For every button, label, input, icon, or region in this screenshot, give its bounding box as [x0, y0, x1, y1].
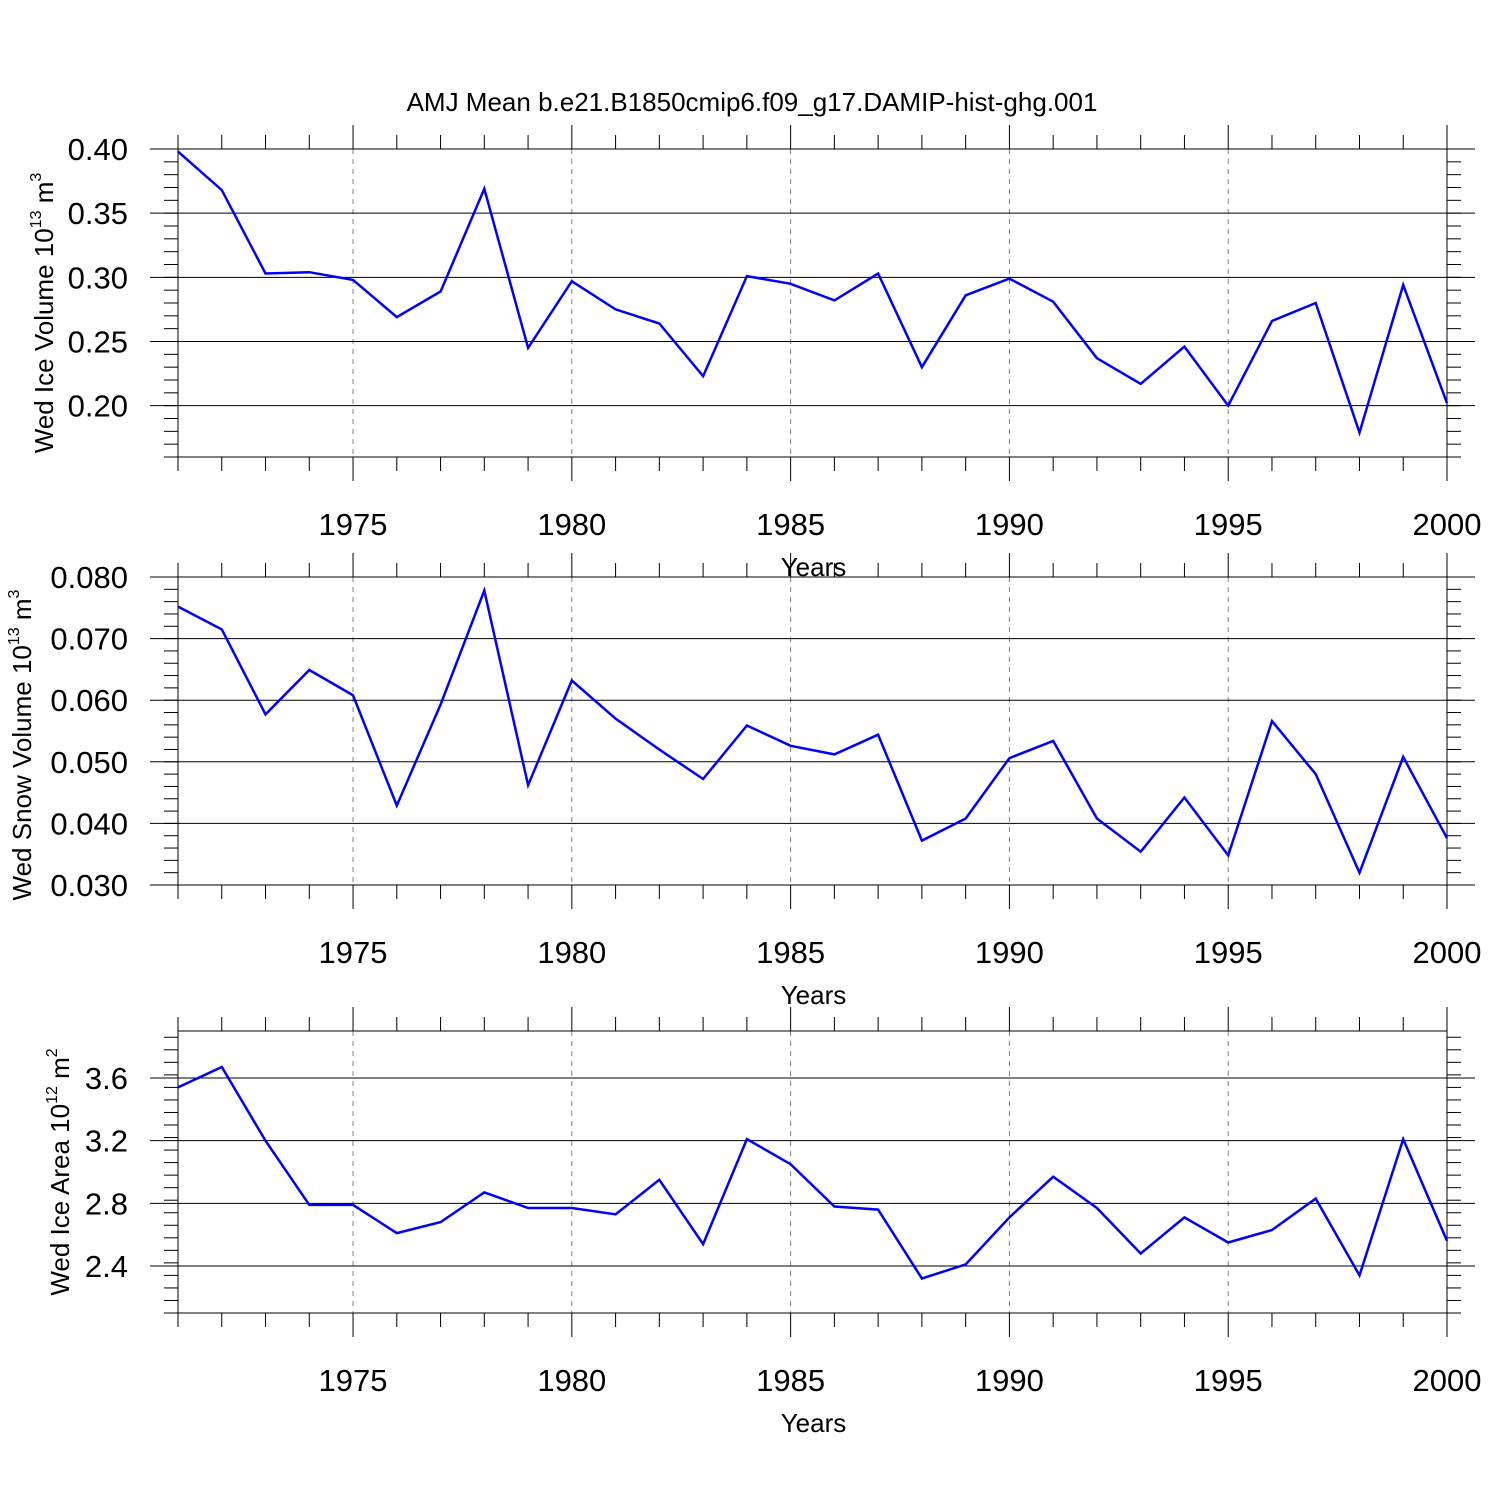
y-tick-label: 0.040	[50, 806, 128, 841]
y-axis-title: Wed Ice Area 1012 m2	[44, 1048, 75, 1295]
y-axis-title: Wed Snow Volume 1013 m3	[6, 589, 37, 900]
y-tick-label: 0.40	[68, 132, 128, 167]
y-axis-title: Wed Ice Volume 1013 m3	[28, 173, 59, 454]
x-tick-label: 1975	[319, 1363, 388, 1398]
y-tick-label: 0.060	[50, 683, 128, 718]
y-tick-label: 0.35	[68, 196, 128, 231]
y-tick-label: 3.2	[85, 1124, 128, 1159]
x-tick-label: 1985	[756, 1363, 825, 1398]
y-tick-label: 2.4	[85, 1249, 128, 1284]
y-tick-label: 0.25	[68, 325, 128, 360]
x-tick-label: 1990	[975, 507, 1044, 542]
y-tick-label: 0.050	[50, 745, 128, 780]
x-tick-label: 1990	[975, 935, 1044, 970]
series-line	[177, 150, 1449, 437]
x-tick-label: 2000	[1413, 1363, 1482, 1398]
x-tick-label: 1995	[1194, 935, 1263, 970]
x-tick-label: 1995	[1194, 1363, 1263, 1398]
x-tick-label: 1975	[319, 935, 388, 970]
x-tick-label: 1990	[975, 1363, 1044, 1398]
x-tick-label: 2000	[1413, 507, 1482, 542]
x-tick-label: 1980	[537, 507, 606, 542]
x-tick-label: 1980	[537, 1363, 606, 1398]
y-tick-label: 0.080	[50, 560, 128, 595]
x-tick-label: 1995	[1194, 507, 1263, 542]
plot-frame	[177, 148, 1448, 458]
series-line	[177, 1065, 1449, 1280]
x-tick-label: 1980	[537, 935, 606, 970]
y-tick-label: 0.20	[68, 389, 128, 424]
x-tick-label: 1975	[319, 507, 388, 542]
panel-3: 2.4 2.8 3.2 3.6 1975 1980 1985 1990 1995 2000 Year…	[44, 1007, 1481, 1438]
chart-title: AMJ Mean b.e21.B1850cmip6.f09_g17.DAMIP-…	[407, 87, 1098, 117]
y-tick-label: 2.8	[85, 1186, 128, 1221]
x-axis-title: Years	[781, 980, 847, 1010]
panel-2: 0.030 0.040 0.050 0.060 0.070 0.080 1975 1980 19…	[6, 553, 1481, 1010]
x-axis-title: Years	[781, 1408, 847, 1438]
y-tick-label: 0.030	[50, 868, 128, 903]
x-tick-label: 1985	[756, 935, 825, 970]
y-tick-label: 0.30	[68, 260, 128, 295]
y-tick-label: 0.070	[50, 622, 128, 657]
x-tick-label: 1985	[756, 507, 825, 542]
x-tick-label: 2000	[1413, 935, 1482, 970]
y-tick-label: 3.6	[85, 1061, 128, 1096]
series-line	[177, 586, 1449, 876]
panel-1: 0.20 0.25 0.30 0.35 0.40 1975 1980 1985 1990 1995…	[28, 125, 1481, 582]
plot-frame	[177, 1030, 1448, 1314]
plot-frame	[177, 576, 1448, 886]
